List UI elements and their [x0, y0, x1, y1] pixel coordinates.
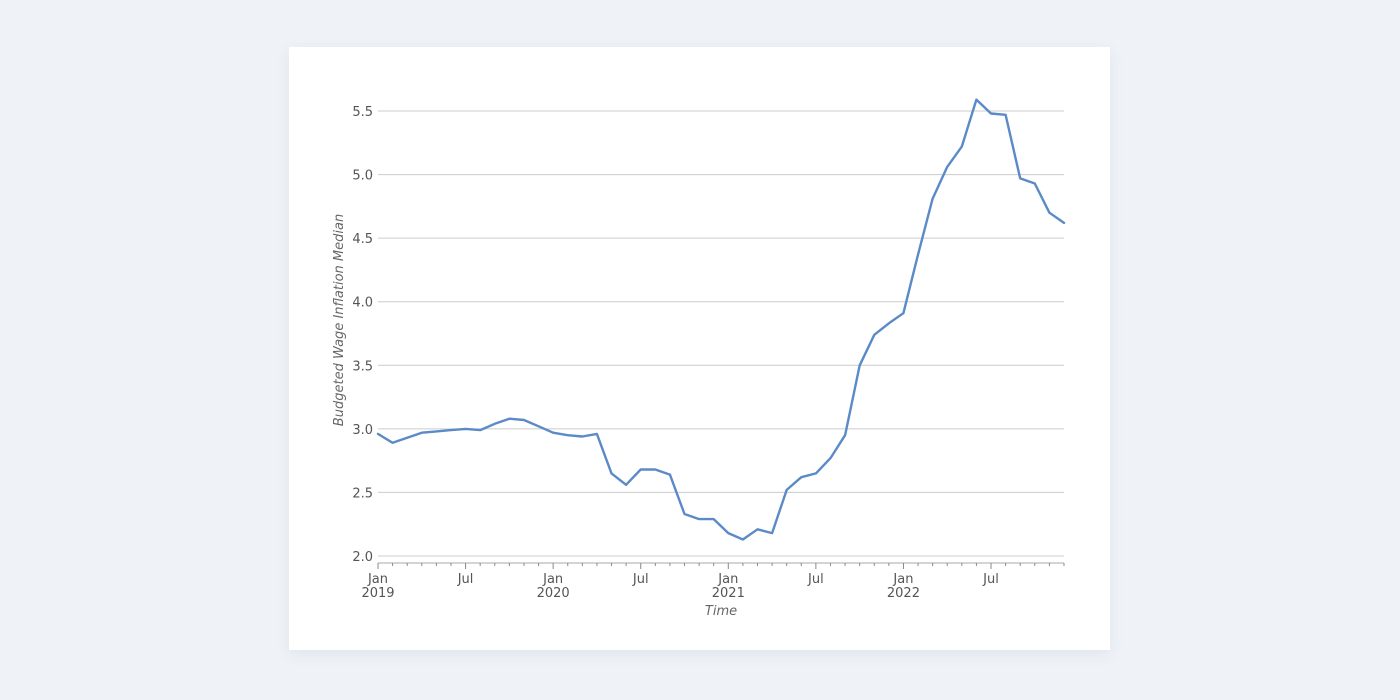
x-tick-label: Jul — [807, 572, 824, 587]
y-tick-label: 5.0 — [352, 169, 373, 184]
x-tick-label: Jul — [632, 572, 649, 587]
x-axis-title: Time — [705, 604, 737, 619]
x-tick-label: Jul — [457, 572, 474, 587]
x-tick-label: Jan — [367, 572, 388, 587]
y-tick-label: 3.0 — [352, 423, 373, 438]
y-tick-label: 4.0 — [352, 296, 373, 311]
y-tick-label: 5.5 — [352, 105, 373, 120]
x-tick-label: Jul — [982, 572, 999, 587]
x-tick-label: Jan — [542, 572, 563, 587]
y-tick-label: 3.5 — [352, 359, 373, 374]
y-tick-label: 2.5 — [352, 486, 373, 501]
chart-card — [289, 47, 1110, 650]
y-tick-label: 2.0 — [352, 550, 373, 565]
series-line — [376, 98, 1066, 541]
y-tick-label: 4.5 — [352, 232, 373, 247]
x-tick-year-label: 2021 — [712, 586, 745, 601]
grid-lines — [378, 110, 1064, 557]
x-tick-year-label: 2022 — [887, 586, 920, 601]
series-layer — [376, 98, 1066, 541]
y-axis-title: Budgeted Wage Inflation Median — [332, 214, 347, 426]
y-axis-ticks: 2.0 2.5 3.0 3.5 4.0 4.5 5.0 5.5 — [352, 105, 373, 565]
x-tick-label: Jan — [717, 572, 738, 587]
x-tick-year-label: 2020 — [537, 586, 570, 601]
x-tick-year-label: 2019 — [361, 586, 394, 601]
x-tick-label: Jan — [892, 572, 913, 587]
